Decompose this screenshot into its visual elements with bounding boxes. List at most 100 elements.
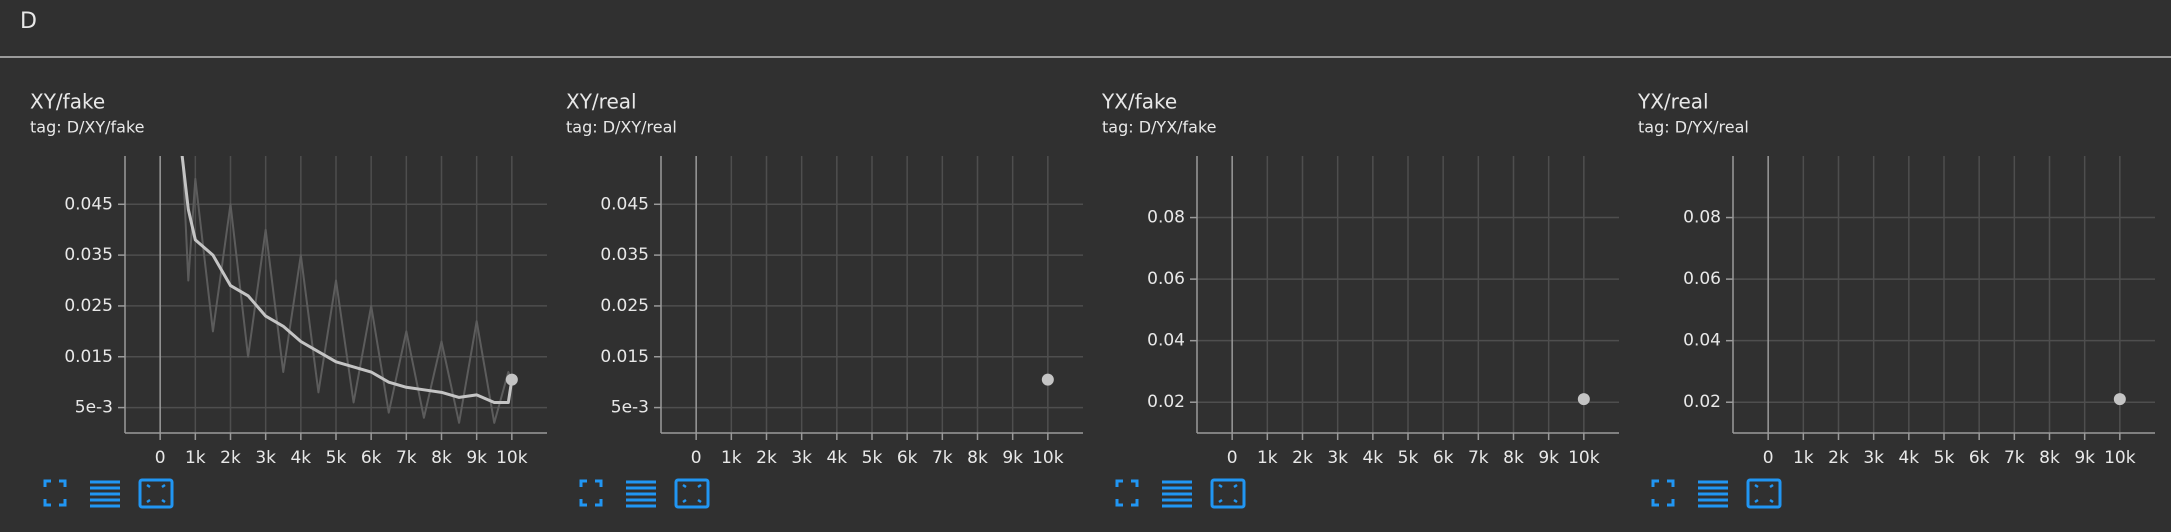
fit-domain-button[interactable] (674, 478, 710, 509)
end-point (505, 373, 518, 386)
chart-title: YX/real (1637, 90, 1709, 114)
x-tick-label: 7k (2004, 448, 2025, 468)
x-tick-label: 8k (2039, 448, 2060, 468)
x-tick-label: 0 (1227, 448, 1238, 468)
x-tick-label: 3k (255, 448, 276, 468)
x-tick-label: 3k (1863, 448, 1884, 468)
y-tick-label: 0.035 (600, 245, 649, 265)
y-tick-label: 0.02 (1683, 392, 1721, 412)
icon-stroke (146, 483, 166, 504)
icon-stroke (1210, 478, 1246, 509)
x-tick-label: 1k (185, 448, 206, 468)
chart-subtitle: tag: D/YX/fake (1102, 118, 1217, 137)
x-tick-label: 8k (431, 448, 452, 468)
icon-stroke (1754, 483, 1774, 504)
x-tick-label: 2k (756, 448, 777, 468)
y-tick-label: 0.025 (600, 296, 649, 316)
chart-title: XY/fake (30, 90, 105, 114)
end-point (1041, 373, 1054, 386)
x-tick-label: 0 (691, 448, 702, 468)
data-table-button[interactable] (626, 480, 656, 508)
end-point (2113, 393, 2126, 406)
x-tick-label: 6k (897, 448, 918, 468)
x-tick-label: 9k (1002, 448, 1023, 468)
fit-domain-button[interactable] (1746, 478, 1782, 509)
x-tick-label: 5k (862, 448, 883, 468)
icon-stroke (1746, 478, 1782, 509)
x-tick-label: 3k (1327, 448, 1348, 468)
end-point (1577, 393, 1590, 406)
x-tick-label: 5k (1398, 448, 1419, 468)
x-tick-label: 10k (1032, 448, 1064, 468)
x-tick-label: 1k (1257, 448, 1278, 468)
x-tick-label: 6k (361, 448, 382, 468)
x-tick-label: 9k (466, 448, 487, 468)
icon-stroke (138, 478, 174, 509)
smoothed-line (180, 156, 514, 404)
x-tick-label: 4k (826, 448, 847, 468)
y-tick-label: 0.08 (1147, 208, 1185, 228)
y-tick-label: 0.045 (64, 194, 113, 214)
y-tick-label: 0.015 (64, 347, 113, 367)
data-table-button[interactable] (1698, 480, 1728, 508)
fullscreen-button[interactable] (1115, 479, 1139, 507)
x-tick-label: 6k (1433, 448, 1454, 468)
x-tick-label: 9k (1538, 448, 1559, 468)
x-tick-label: 0 (155, 448, 166, 468)
fullscreen-button[interactable] (579, 479, 603, 507)
x-tick-label: 8k (967, 448, 988, 468)
fullscreen-button[interactable] (1651, 479, 1675, 507)
x-tick-label: 0 (1763, 448, 1774, 468)
y-tick-label: 0.035 (64, 245, 113, 265)
x-tick-label: 10k (1568, 448, 1600, 468)
x-tick-label: 5k (326, 448, 347, 468)
group-title: D (20, 9, 37, 34)
x-tick-label: 5k (1934, 448, 1955, 468)
x-tick-label: 2k (1828, 448, 1849, 468)
x-tick-label: 1k (721, 448, 742, 468)
data-table-button[interactable] (90, 480, 120, 508)
y-tick-label: 5e-3 (611, 398, 649, 418)
y-tick-label: 0.04 (1683, 331, 1721, 351)
data-table-button[interactable] (1162, 480, 1192, 508)
x-tick-label: 2k (1292, 448, 1313, 468)
y-tick-label: 0.015 (600, 347, 649, 367)
x-tick-label: 6k (1969, 448, 1990, 468)
y-tick-label: 0.08 (1683, 208, 1721, 228)
chart-title: XY/real (566, 90, 637, 114)
chart-subtitle: tag: D/XY/real (566, 118, 677, 137)
icon-stroke (1218, 483, 1238, 504)
x-tick-label: 3k (791, 448, 812, 468)
x-tick-label: 7k (932, 448, 953, 468)
x-tick-label: 4k (1898, 448, 1919, 468)
fit-domain-button[interactable] (138, 478, 174, 509)
x-tick-label: 4k (1362, 448, 1383, 468)
y-tick-label: 0.06 (1147, 269, 1185, 289)
chart-subtitle: tag: D/YX/real (1638, 118, 1749, 137)
x-tick-label: 8k (1503, 448, 1524, 468)
x-tick-label: 4k (290, 448, 311, 468)
chart-title: YX/fake (1101, 90, 1177, 114)
chart-card: XY/real tag: D/XY/real 5e-3 0.015 0.025 0.035… (566, 90, 1083, 509)
chart-subtitle: tag: D/XY/fake (30, 118, 145, 137)
chart-card: YX/fake tag: D/YX/fake 0.02 0.04 0.06 0.08 0 1k… (1101, 90, 1619, 509)
x-tick-label: 7k (1468, 448, 1489, 468)
x-tick-label: 7k (396, 448, 417, 468)
y-tick-label: 0.06 (1683, 269, 1721, 289)
x-tick-label: 2k (220, 448, 241, 468)
x-tick-label: 10k (2104, 448, 2136, 468)
x-tick-label: 9k (2074, 448, 2095, 468)
icon-stroke (674, 478, 710, 509)
fit-domain-button[interactable] (1210, 478, 1246, 509)
fullscreen-button[interactable] (43, 479, 67, 507)
y-tick-label: 0.025 (64, 296, 113, 316)
x-tick-label: 10k (496, 448, 528, 468)
y-tick-label: 0.04 (1147, 331, 1185, 351)
icon-stroke (682, 483, 702, 504)
chart-card: YX/real tag: D/YX/real 0.02 0.04 0.06 0.08 0 1k… (1637, 90, 2155, 509)
x-tick-label: 1k (1793, 448, 1814, 468)
y-tick-label: 5e-3 (75, 398, 113, 418)
y-tick-label: 0.045 (600, 194, 649, 214)
